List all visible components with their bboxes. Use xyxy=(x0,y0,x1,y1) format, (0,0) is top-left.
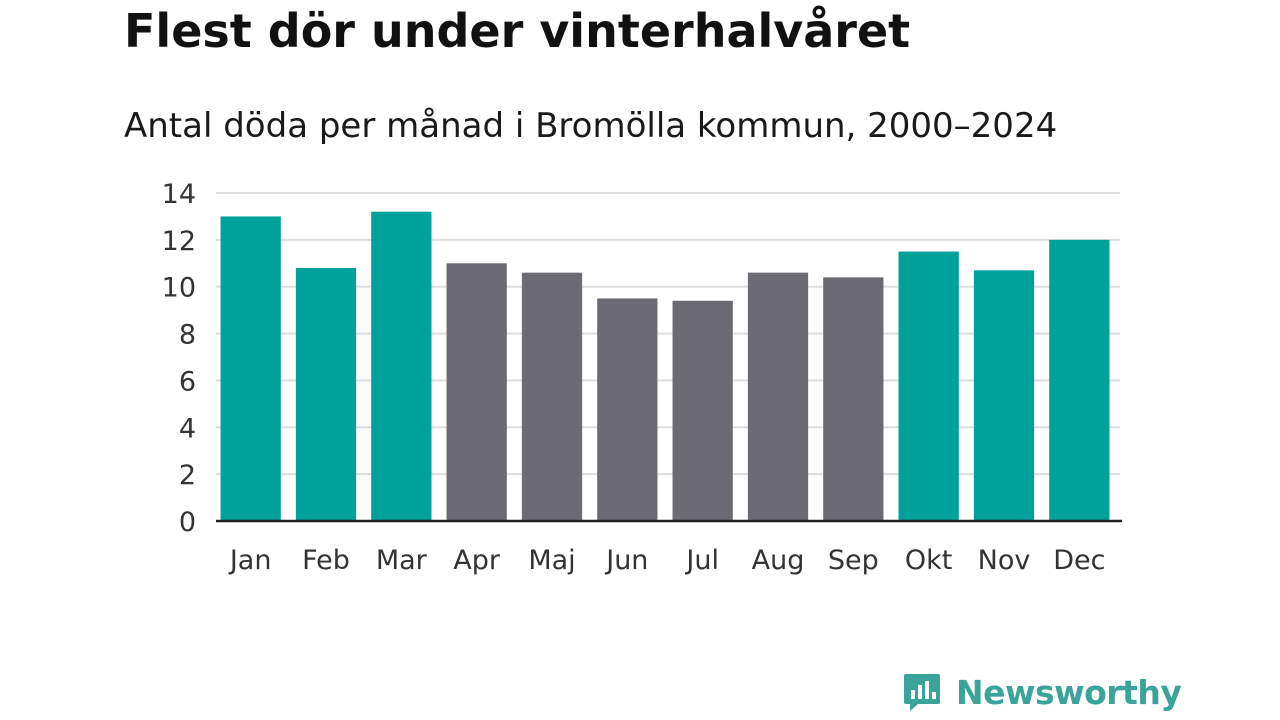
y-tick-label: 4 xyxy=(179,413,196,444)
x-tick-label: Okt xyxy=(905,545,952,576)
bar-nov xyxy=(973,270,1035,521)
y-tick-label: 12 xyxy=(162,226,196,257)
x-tick-label: Mar xyxy=(376,545,428,576)
x-tick-label: Jun xyxy=(604,545,648,576)
bar-sep xyxy=(823,277,884,521)
bar-aug xyxy=(747,272,809,521)
newsworthy-icon xyxy=(904,674,940,711)
bar-dec xyxy=(1049,239,1110,521)
x-tick-label: Aug xyxy=(752,545,805,576)
x-tick-label: Jul xyxy=(684,545,719,576)
x-tick-label: Jan xyxy=(228,545,272,576)
bar-feb xyxy=(295,267,357,521)
bar-mar xyxy=(371,211,432,521)
y-tick-labels: 0 2 4 6 8 10 12 14 xyxy=(162,179,196,538)
bar-apr xyxy=(446,263,507,521)
x-tick-label: Dec xyxy=(1053,545,1105,576)
chart-title: Flest dör under vinterhalvåret xyxy=(124,4,911,58)
x-tick-label: Maj xyxy=(528,545,575,576)
bar-jul xyxy=(672,300,733,521)
y-tick-label: 0 xyxy=(179,507,196,538)
y-tick-label: 2 xyxy=(179,460,196,491)
bar-okt xyxy=(898,251,959,522)
y-tick-label: 8 xyxy=(179,320,196,351)
bar-jun xyxy=(597,298,658,521)
grid-lines xyxy=(216,192,1120,476)
brand-name: Newsworthy xyxy=(956,672,1182,712)
x-tick-label: Feb xyxy=(302,545,350,576)
chart-subtitle: Antal döda per månad i Bromölla kommun, … xyxy=(124,106,1058,146)
bar-jan xyxy=(220,216,281,521)
bars xyxy=(220,211,1110,522)
x-tick-label: Apr xyxy=(453,545,501,576)
bar-maj xyxy=(521,272,583,521)
y-tick-label: 10 xyxy=(162,273,196,304)
y-tick-label: 6 xyxy=(179,366,196,397)
y-tick-label: 14 xyxy=(162,179,196,210)
x-tick-labels: Jan Feb Mar Apr Maj Jun Jul Aug Sep Okt Nov Dec xyxy=(228,545,1106,576)
newsworthy-logo: Newsworthy xyxy=(902,672,1182,712)
x-tick-label: Sep xyxy=(828,545,879,576)
x-tick-label: Nov xyxy=(978,545,1031,576)
